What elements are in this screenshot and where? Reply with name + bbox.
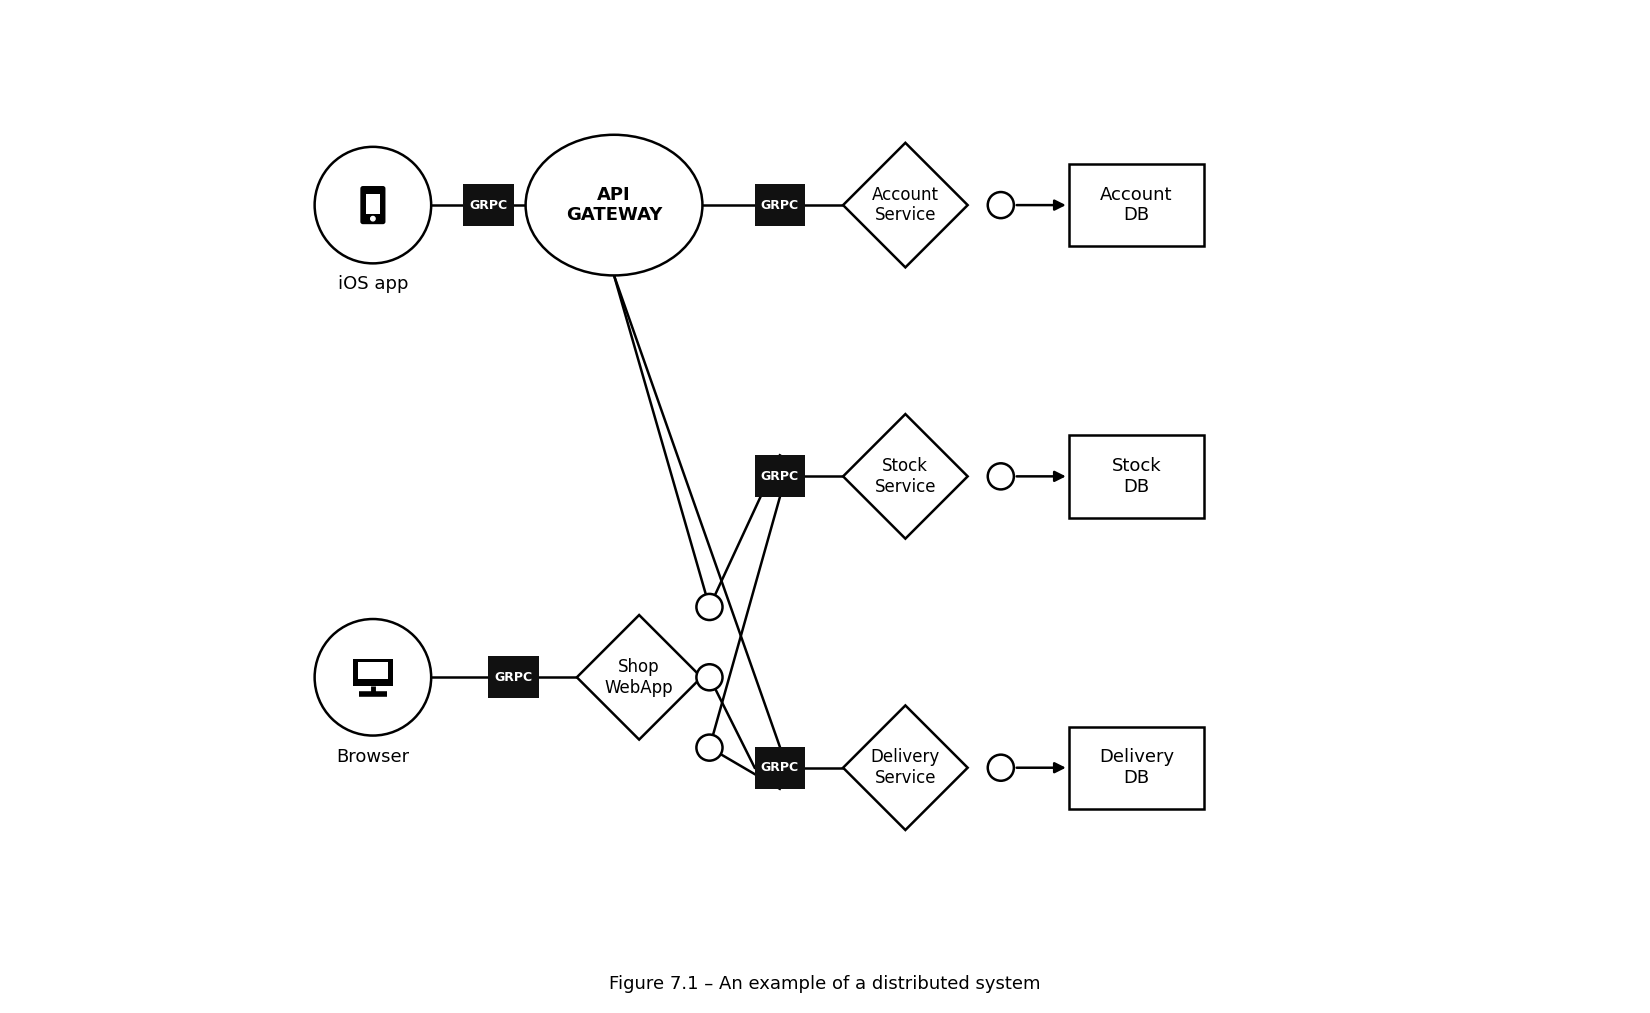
Text: GRPC: GRPC: [761, 199, 799, 212]
Circle shape: [696, 665, 723, 690]
Bar: [488, 656, 538, 698]
Bar: [754, 184, 805, 226]
Circle shape: [988, 755, 1013, 781]
Text: GRPC: GRPC: [761, 470, 799, 483]
Polygon shape: [843, 705, 967, 830]
Bar: [1069, 436, 1204, 518]
Ellipse shape: [526, 135, 703, 276]
Bar: [1069, 164, 1204, 246]
Circle shape: [696, 734, 723, 761]
Text: Stock
Service: Stock Service: [874, 457, 936, 495]
Text: GRPC: GRPC: [469, 199, 508, 212]
Polygon shape: [843, 414, 967, 539]
Circle shape: [696, 594, 723, 620]
Bar: [358, 661, 388, 679]
Bar: [353, 658, 393, 686]
Bar: [464, 184, 513, 226]
FancyBboxPatch shape: [360, 186, 386, 224]
Bar: [366, 194, 380, 214]
Bar: [754, 747, 805, 789]
Bar: [1069, 726, 1204, 809]
Text: GRPC: GRPC: [761, 761, 799, 774]
Text: API
GATEWAY: API GATEWAY: [566, 185, 662, 225]
Polygon shape: [578, 615, 701, 739]
Circle shape: [315, 147, 431, 263]
Text: GRPC: GRPC: [495, 671, 533, 684]
Text: Browser: Browser: [337, 748, 409, 766]
Circle shape: [988, 463, 1013, 489]
Circle shape: [315, 619, 431, 735]
Text: Account
DB: Account DB: [1101, 185, 1173, 225]
Text: Stock
DB: Stock DB: [1112, 457, 1162, 495]
Text: Figure 7.1 – An example of a distributed system: Figure 7.1 – An example of a distributed…: [609, 975, 1041, 993]
Text: Account
Service: Account Service: [871, 185, 939, 225]
Text: iOS app: iOS app: [338, 276, 408, 294]
Text: Delivery
DB: Delivery DB: [1099, 749, 1175, 787]
Polygon shape: [843, 143, 967, 267]
Circle shape: [371, 217, 375, 221]
Text: Shop
WebApp: Shop WebApp: [606, 657, 673, 697]
Circle shape: [988, 192, 1013, 218]
Text: Delivery
Service: Delivery Service: [871, 749, 940, 787]
Bar: [754, 455, 805, 497]
